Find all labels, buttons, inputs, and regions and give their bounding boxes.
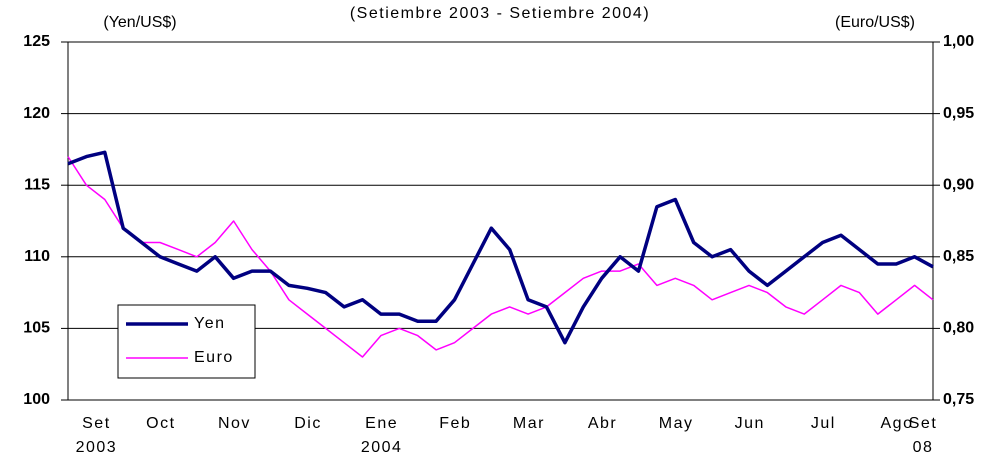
y-tick-label: 105 [23, 320, 50, 337]
y2-tick-label: 0,80 [943, 320, 974, 337]
x-tick-label: Jun [734, 415, 765, 432]
y-tick-label: 115 [24, 176, 50, 193]
x-tick-label: Ene 2004 [360, 415, 403, 456]
y2-tick-label: 0,90 [943, 176, 974, 193]
x-tick-label: Mar [512, 415, 545, 432]
y2-axis-label: (Euro/US$) [835, 14, 915, 31]
y2-tick-label: 0,75 [943, 391, 974, 408]
x-tick-label: Ago [880, 415, 914, 432]
y2-tick-label: 1,00 [943, 33, 974, 50]
x-tick-label: Abr [587, 415, 618, 432]
x-tick-label: Set 2003 [75, 415, 118, 456]
legend-label: Euro [194, 349, 234, 366]
y-tick-label: 125 [23, 33, 50, 50]
legend-box [117, 304, 256, 379]
x-tick-label: Feb [439, 415, 472, 432]
y-tick-label: 120 [23, 105, 50, 122]
x-tick-label: Nov [217, 415, 251, 432]
series-line [67, 150, 934, 345]
x-tick-label: Dic [294, 415, 322, 432]
y2-tick-label: 0,85 [943, 248, 974, 265]
legend-label: Yen [194, 315, 226, 332]
y2-tick-label: 0,95 [943, 105, 974, 122]
x-tick-label: Oct [146, 415, 176, 432]
y-tick-label: 100 [23, 391, 50, 408]
x-tick-label: Jul [810, 415, 836, 432]
y-axis-label: (Yen/US$) [103, 14, 176, 31]
series-line [67, 156, 934, 358]
chart-subtitle: (Setiembre 2003 - Setiembre 2004) [350, 5, 650, 22]
y-tick-label: 110 [24, 248, 50, 265]
x-tick-label: May [658, 415, 694, 432]
x-tick-label: Set 08 [908, 415, 938, 456]
